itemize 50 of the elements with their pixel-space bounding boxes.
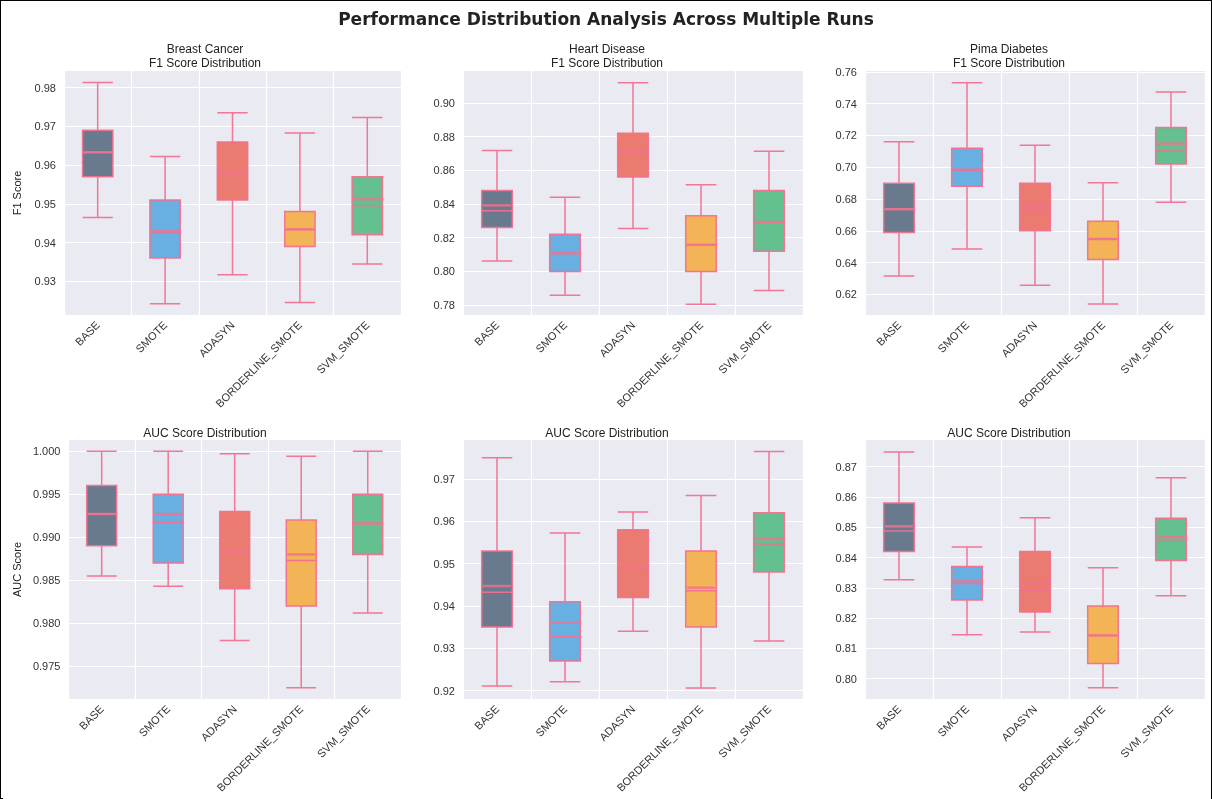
y-tick-label: 0.64 xyxy=(835,256,857,269)
y-tick-label: 0.86 xyxy=(835,490,857,503)
y-tick-label: 0.88 xyxy=(433,130,455,143)
y-tick-label: 0.84 xyxy=(433,198,455,211)
y-tick-label: 0.66 xyxy=(835,224,857,237)
y-tick-label: 0.72 xyxy=(835,129,857,142)
y-tick-label: 0.95 xyxy=(433,557,455,570)
y-tick-label: 0.86 xyxy=(433,164,455,177)
text: Performance Distribution Analysis Across Multiple Runs xyxy=(337,9,875,29)
y-tick-label: 0.995 xyxy=(32,488,61,501)
y-tick-label: 0.94 xyxy=(433,599,455,612)
y-tick-label: 0.81 xyxy=(835,642,857,655)
y-tick-label: 0.93 xyxy=(34,275,56,288)
y-axis-title: F1 Score xyxy=(10,170,23,216)
y-tick-label: 0.74 xyxy=(835,97,857,110)
y-tick-label: 0.85 xyxy=(835,521,857,534)
chart-title: AUC Score Distribution xyxy=(947,426,1071,440)
y-tick-label: 0.96 xyxy=(34,159,56,172)
chart-title: AUC Score Distribution xyxy=(545,426,669,440)
y-tick-label: 0.83 xyxy=(835,581,857,594)
y-tick-label: 0.980 xyxy=(32,617,61,630)
y-tick-label: 0.975 xyxy=(32,660,61,673)
y-tick-label: 0.68 xyxy=(835,193,857,206)
chart-title: Heart Disease F1 Score Distribution xyxy=(550,42,664,70)
y-tick-label: 0.90 xyxy=(433,96,455,109)
y-tick-label: 0.82 xyxy=(433,231,455,244)
y-tick-label: 0.84 xyxy=(835,551,857,564)
y-tick-label: 0.80 xyxy=(433,265,455,278)
chart-title: Breast Cancer F1 Score Distribution xyxy=(148,42,262,70)
y-tick-label: 0.76 xyxy=(835,65,857,78)
y-tick-label: 0.92 xyxy=(433,684,455,697)
y-tick-label: 0.990 xyxy=(32,531,61,544)
y-tick-label: 0.80 xyxy=(835,672,857,685)
y-tick-label: 1.000 xyxy=(32,445,61,458)
y-tick-label: 0.96 xyxy=(433,515,455,528)
y-tick-label: 0.94 xyxy=(34,236,56,249)
y-tick-label: 0.78 xyxy=(433,299,455,312)
y-tick-label: 0.98 xyxy=(34,81,56,94)
y-tick-label: 0.87 xyxy=(835,460,857,473)
y-axis-title: AUC Score xyxy=(10,541,23,598)
y-tick-label: 0.70 xyxy=(835,161,857,174)
chart-title: AUC Score Distribution xyxy=(143,426,267,440)
y-tick-label: 0.82 xyxy=(835,612,857,625)
y-tick-label: 0.97 xyxy=(34,120,56,133)
chart-title: Pima Diabetes F1 Score Distribution xyxy=(952,42,1066,70)
y-tick-label: 0.93 xyxy=(433,642,455,655)
y-tick-label: 0.985 xyxy=(32,574,61,587)
y-tick-label: 0.62 xyxy=(835,288,857,301)
y-tick-label: 0.95 xyxy=(34,197,56,210)
y-tick-label: 0.97 xyxy=(433,472,455,485)
